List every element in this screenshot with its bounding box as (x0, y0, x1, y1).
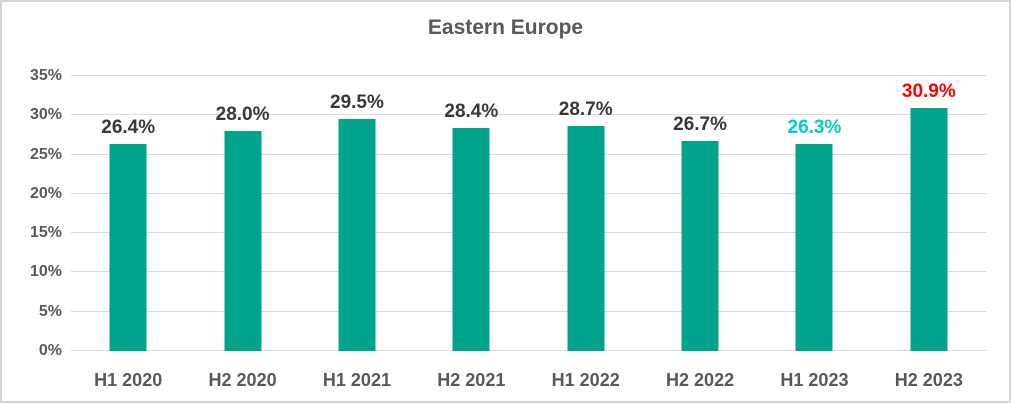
bar-slot: 28.4% (414, 76, 528, 351)
bar-slot: 28.0% (185, 76, 299, 351)
chart-title: Eastern Europe (427, 16, 584, 39)
x-tick-label: H2 2020 (208, 370, 277, 390)
x-tick-label: H1 2020 (94, 370, 163, 390)
bar (795, 144, 833, 351)
gridline (71, 350, 986, 351)
gridline (71, 75, 986, 76)
bars: 26.4% 28.0% 29.5% 28.4% 28.7% 26.7% 26.3% 30.9% (71, 76, 986, 351)
bar-slot: 26.4% (71, 76, 185, 351)
bar-value-label: 26.4% (101, 116, 156, 138)
gridline (71, 310, 986, 312)
bar-value-label: 30.9% (901, 81, 956, 103)
x-tick-label: H2 2023 (894, 370, 963, 390)
y-tick-label: 35% (29, 67, 62, 84)
x-tick-label: H2 2021 (437, 370, 506, 390)
bar (567, 125, 605, 351)
bar (338, 119, 376, 351)
x-axis: H1 2020 H2 2020 H1 2021 H2 2021 H1 2022 H2 20… (71, 369, 986, 391)
bar-value-label: 26.3% (787, 117, 842, 139)
bar-value-label: 28.4% (444, 100, 499, 122)
x-tick-label: H1 2022 (551, 370, 620, 390)
gridline (71, 271, 986, 273)
bar (109, 143, 147, 351)
y-tick-label: 20% (29, 184, 62, 202)
x-tick-label: H1 2021 (322, 370, 391, 390)
bar (224, 131, 262, 351)
gridline (71, 192, 986, 194)
y-tick-label: 15% (29, 224, 62, 242)
bar (681, 141, 719, 351)
bar-slot: 26.7% (643, 76, 757, 351)
bar-slot: 29.5% (300, 76, 414, 351)
y-tick-label: 30% (29, 106, 62, 124)
gridline (71, 153, 986, 155)
y-tick-label: 5% (38, 302, 62, 320)
bar-value-label: 29.5% (330, 92, 384, 114)
y-tick-label: 10% (29, 263, 62, 281)
bar-value-label: 26.7% (673, 114, 727, 136)
y-axis: 0% 5% 10% 15% 20% 25% 30% 35% (10, 68, 62, 359)
bar-slot: 28.7% (529, 76, 643, 351)
gridline (71, 232, 986, 234)
bar (910, 108, 948, 351)
bar-slot: 26.3% (757, 76, 871, 351)
y-tick-label: 0% (38, 342, 62, 359)
bar-slot: 30.9% (872, 76, 986, 351)
y-tick-label: 25% (29, 145, 62, 163)
x-tick-label: H2 2022 (666, 370, 735, 390)
bar-value-label: 28.0% (215, 104, 270, 125)
plot-area: 26.4% 28.0% 29.5% 28.4% 28.7% 26.7% 26.3% 30.9% (71, 75, 986, 351)
bar (452, 127, 490, 351)
gridline (71, 114, 986, 116)
x-tick-label: H1 2023 (780, 370, 849, 390)
bar-value-label: 28.7% (558, 98, 613, 120)
